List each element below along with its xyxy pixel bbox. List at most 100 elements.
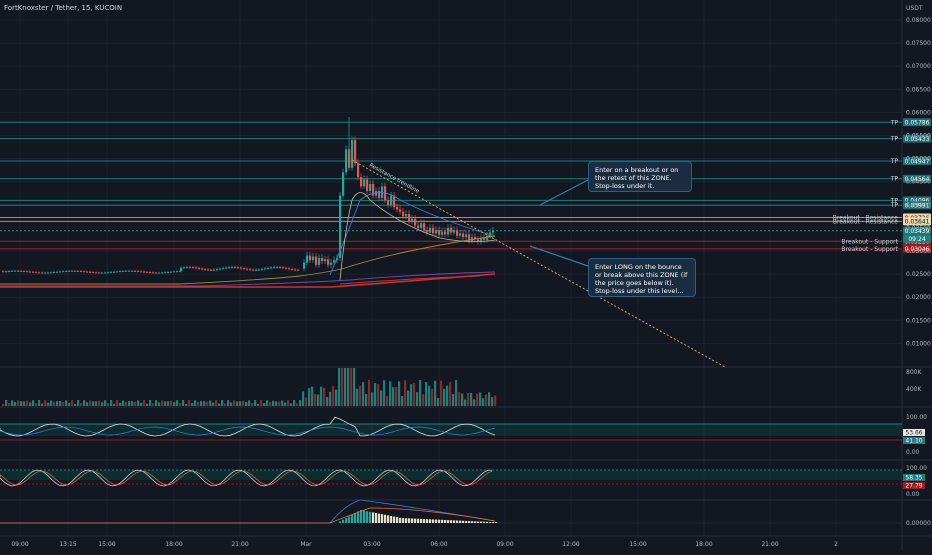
time-tick-label: 2 <box>834 541 838 548</box>
moving-average-line <box>0 235 496 285</box>
volume-bar <box>29 402 32 406</box>
candle-body <box>393 195 396 208</box>
candle-body <box>35 272 38 273</box>
resistance-trendline <box>351 159 726 368</box>
macd-histogram-bar <box>414 518 417 523</box>
stoch-band <box>0 470 902 480</box>
candle-body <box>351 140 354 168</box>
volume-bar <box>92 401 95 406</box>
volume-bar <box>440 380 443 406</box>
price-tick-label: 0.01000 <box>906 340 931 347</box>
candle-body <box>441 231 444 235</box>
candle-body <box>303 262 306 269</box>
time-tick-label: 15:00 <box>629 541 646 548</box>
macd-histogram-bar <box>405 518 408 523</box>
candle-body <box>122 271 125 272</box>
level-label: Breakout - Support <box>841 246 898 253</box>
macd-histogram-bar <box>456 520 459 523</box>
candle-body <box>180 267 183 271</box>
volume-bar <box>443 388 446 406</box>
volume-bar <box>482 398 485 406</box>
level-label: TP <box>890 176 899 183</box>
volume-bar <box>110 400 113 406</box>
macd-histogram-bar <box>345 518 348 523</box>
callout-pointer <box>529 245 589 267</box>
price-tick-label: 0.07000 <box>906 63 931 70</box>
candle-body <box>327 259 330 265</box>
candle-body <box>155 272 158 274</box>
stoch-value-badge <box>903 482 925 489</box>
candle-body <box>225 267 228 269</box>
volume-bar <box>206 401 209 406</box>
macd-histogram-bar <box>495 522 498 523</box>
candle-body <box>56 271 59 273</box>
candle-body <box>417 225 420 228</box>
candle-body <box>462 233 465 238</box>
candle-body <box>489 232 492 236</box>
price-badge <box>903 157 931 166</box>
candle-body <box>47 272 50 274</box>
level-label: TP <box>890 158 899 165</box>
stoch-value-lower: 27.79 <box>905 483 922 490</box>
macd-histogram-bar <box>423 519 426 523</box>
macd-histogram-bar <box>393 516 396 523</box>
level-label: TP <box>890 202 899 209</box>
candle-body <box>149 272 152 274</box>
candle-body <box>32 271 35 273</box>
candle-body <box>201 268 204 270</box>
macd-signal-line <box>0 507 496 524</box>
stoch-d-line <box>0 470 493 486</box>
volume-bar <box>362 382 365 406</box>
volume-bar <box>485 394 488 406</box>
candle-body <box>414 218 417 226</box>
volume-bar <box>14 402 17 406</box>
volume-bar <box>200 400 203 406</box>
volume-bar <box>194 400 197 406</box>
candle-body <box>282 267 285 269</box>
candle-body <box>468 234 471 241</box>
candle-body <box>324 259 327 262</box>
macd-histogram-bar <box>483 521 486 523</box>
candle-body <box>450 227 453 233</box>
candle-body <box>285 267 288 269</box>
volume-bar <box>53 401 56 406</box>
candle-body <box>110 272 113 273</box>
volume-bar <box>386 396 389 406</box>
countdown-text: 09:24 <box>908 236 925 243</box>
callout-pointer <box>539 179 589 206</box>
macd-histogram-bar <box>348 516 351 523</box>
volume-bar <box>449 382 452 406</box>
candle-body <box>483 238 486 240</box>
volume-bar <box>122 400 125 406</box>
volume-bar <box>287 400 290 406</box>
candle-body <box>101 272 104 274</box>
volume-bar <box>71 400 74 406</box>
candle-body <box>71 270 74 272</box>
candle-body <box>65 271 68 272</box>
volume-bar <box>188 400 191 406</box>
volume-bar <box>170 400 173 406</box>
volume-bar <box>173 402 176 406</box>
volume-bar <box>248 400 251 406</box>
macd-histogram-bar <box>402 518 405 523</box>
candle-body <box>444 231 447 235</box>
symbol-title: FortKnoxster / Tether, 15, KUCOIN <box>4 4 123 12</box>
volume-bar <box>395 387 398 406</box>
macd-histogram-bar <box>399 517 402 523</box>
price-badge <box>903 217 931 226</box>
volume-bar <box>470 392 473 406</box>
callout-long-zone[interactable]: Enter LONG on the bounce or break above … <box>588 258 696 297</box>
price-badge-text: 0.05433 <box>905 136 930 143</box>
volume-bar <box>305 397 308 406</box>
callout-breakout-zone[interactable]: Enter on a breakout or on the retest of … <box>588 161 692 192</box>
rsi-tick-label: 0.00 <box>906 449 920 456</box>
volume-bar <box>185 403 188 406</box>
candle-body <box>486 235 489 240</box>
time-tick-label: 12:00 <box>562 541 579 548</box>
macd-histogram-bar <box>426 519 429 523</box>
volume-bar <box>347 368 350 406</box>
candle-body <box>2 271 5 273</box>
volume-bar <box>254 400 257 406</box>
